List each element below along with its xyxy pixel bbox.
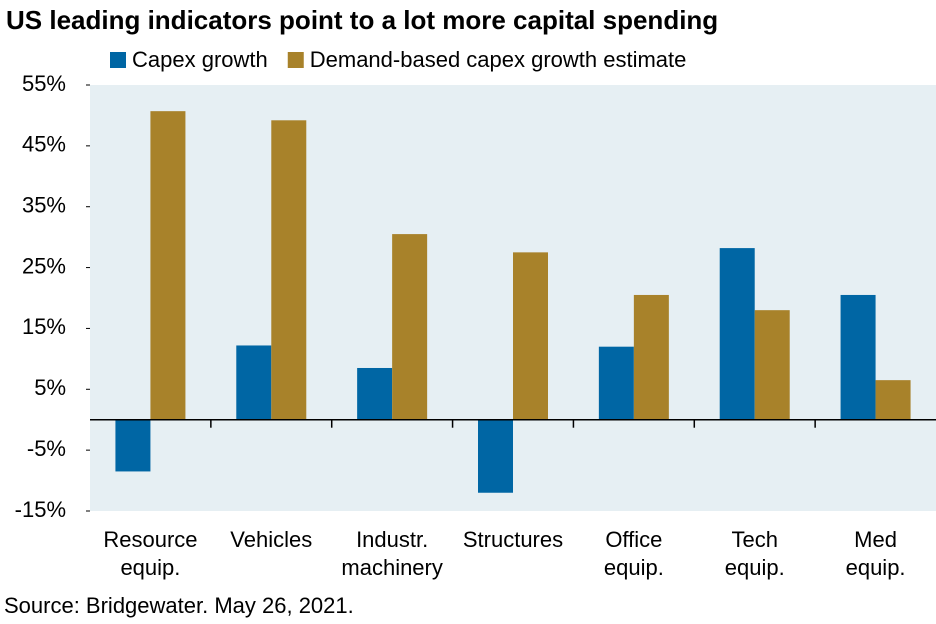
source-note: Source: Bridgewater. May 26, 2021. — [4, 593, 354, 618]
legend-swatch — [110, 52, 126, 68]
legend-swatch — [287, 52, 304, 68]
x-tick-label: Tech equip. — [725, 527, 785, 580]
x-tick-label: Med equip. — [846, 527, 906, 580]
x-tick-label: Structures — [463, 527, 563, 552]
x-tick-label: Vehicles — [230, 527, 312, 552]
legend-label: Demand-based capex growth estimate — [310, 47, 687, 72]
y-tick-label: 45% — [22, 132, 66, 157]
bar — [357, 367, 393, 420]
y-tick-label: 55% — [22, 71, 66, 96]
bar — [478, 419, 513, 493]
bar — [598, 346, 634, 420]
y-tick-label: 15% — [22, 314, 66, 339]
bar — [392, 234, 428, 420]
y-tick-label: -15% — [15, 497, 66, 522]
bar — [633, 294, 669, 420]
bar — [236, 345, 272, 420]
x-tick-label: Resource equip. — [103, 527, 197, 580]
bar — [719, 248, 755, 420]
bar — [513, 252, 548, 420]
bar — [840, 294, 876, 420]
bar — [115, 419, 151, 472]
bar — [754, 310, 790, 420]
chart-title: US leading indicators point to a lot mor… — [6, 5, 718, 35]
bar — [875, 380, 911, 420]
y-tick-label: -5% — [27, 436, 66, 461]
bar — [150, 111, 186, 420]
bar — [271, 120, 307, 420]
x-tick-label: Industr. machinery — [341, 527, 442, 580]
y-tick-label: 5% — [34, 375, 66, 400]
x-tick-label: Office equip. — [604, 527, 664, 580]
y-tick-label: 25% — [22, 253, 66, 278]
y-tick-label: 35% — [22, 193, 66, 218]
legend-label: Capex growth — [132, 47, 268, 72]
